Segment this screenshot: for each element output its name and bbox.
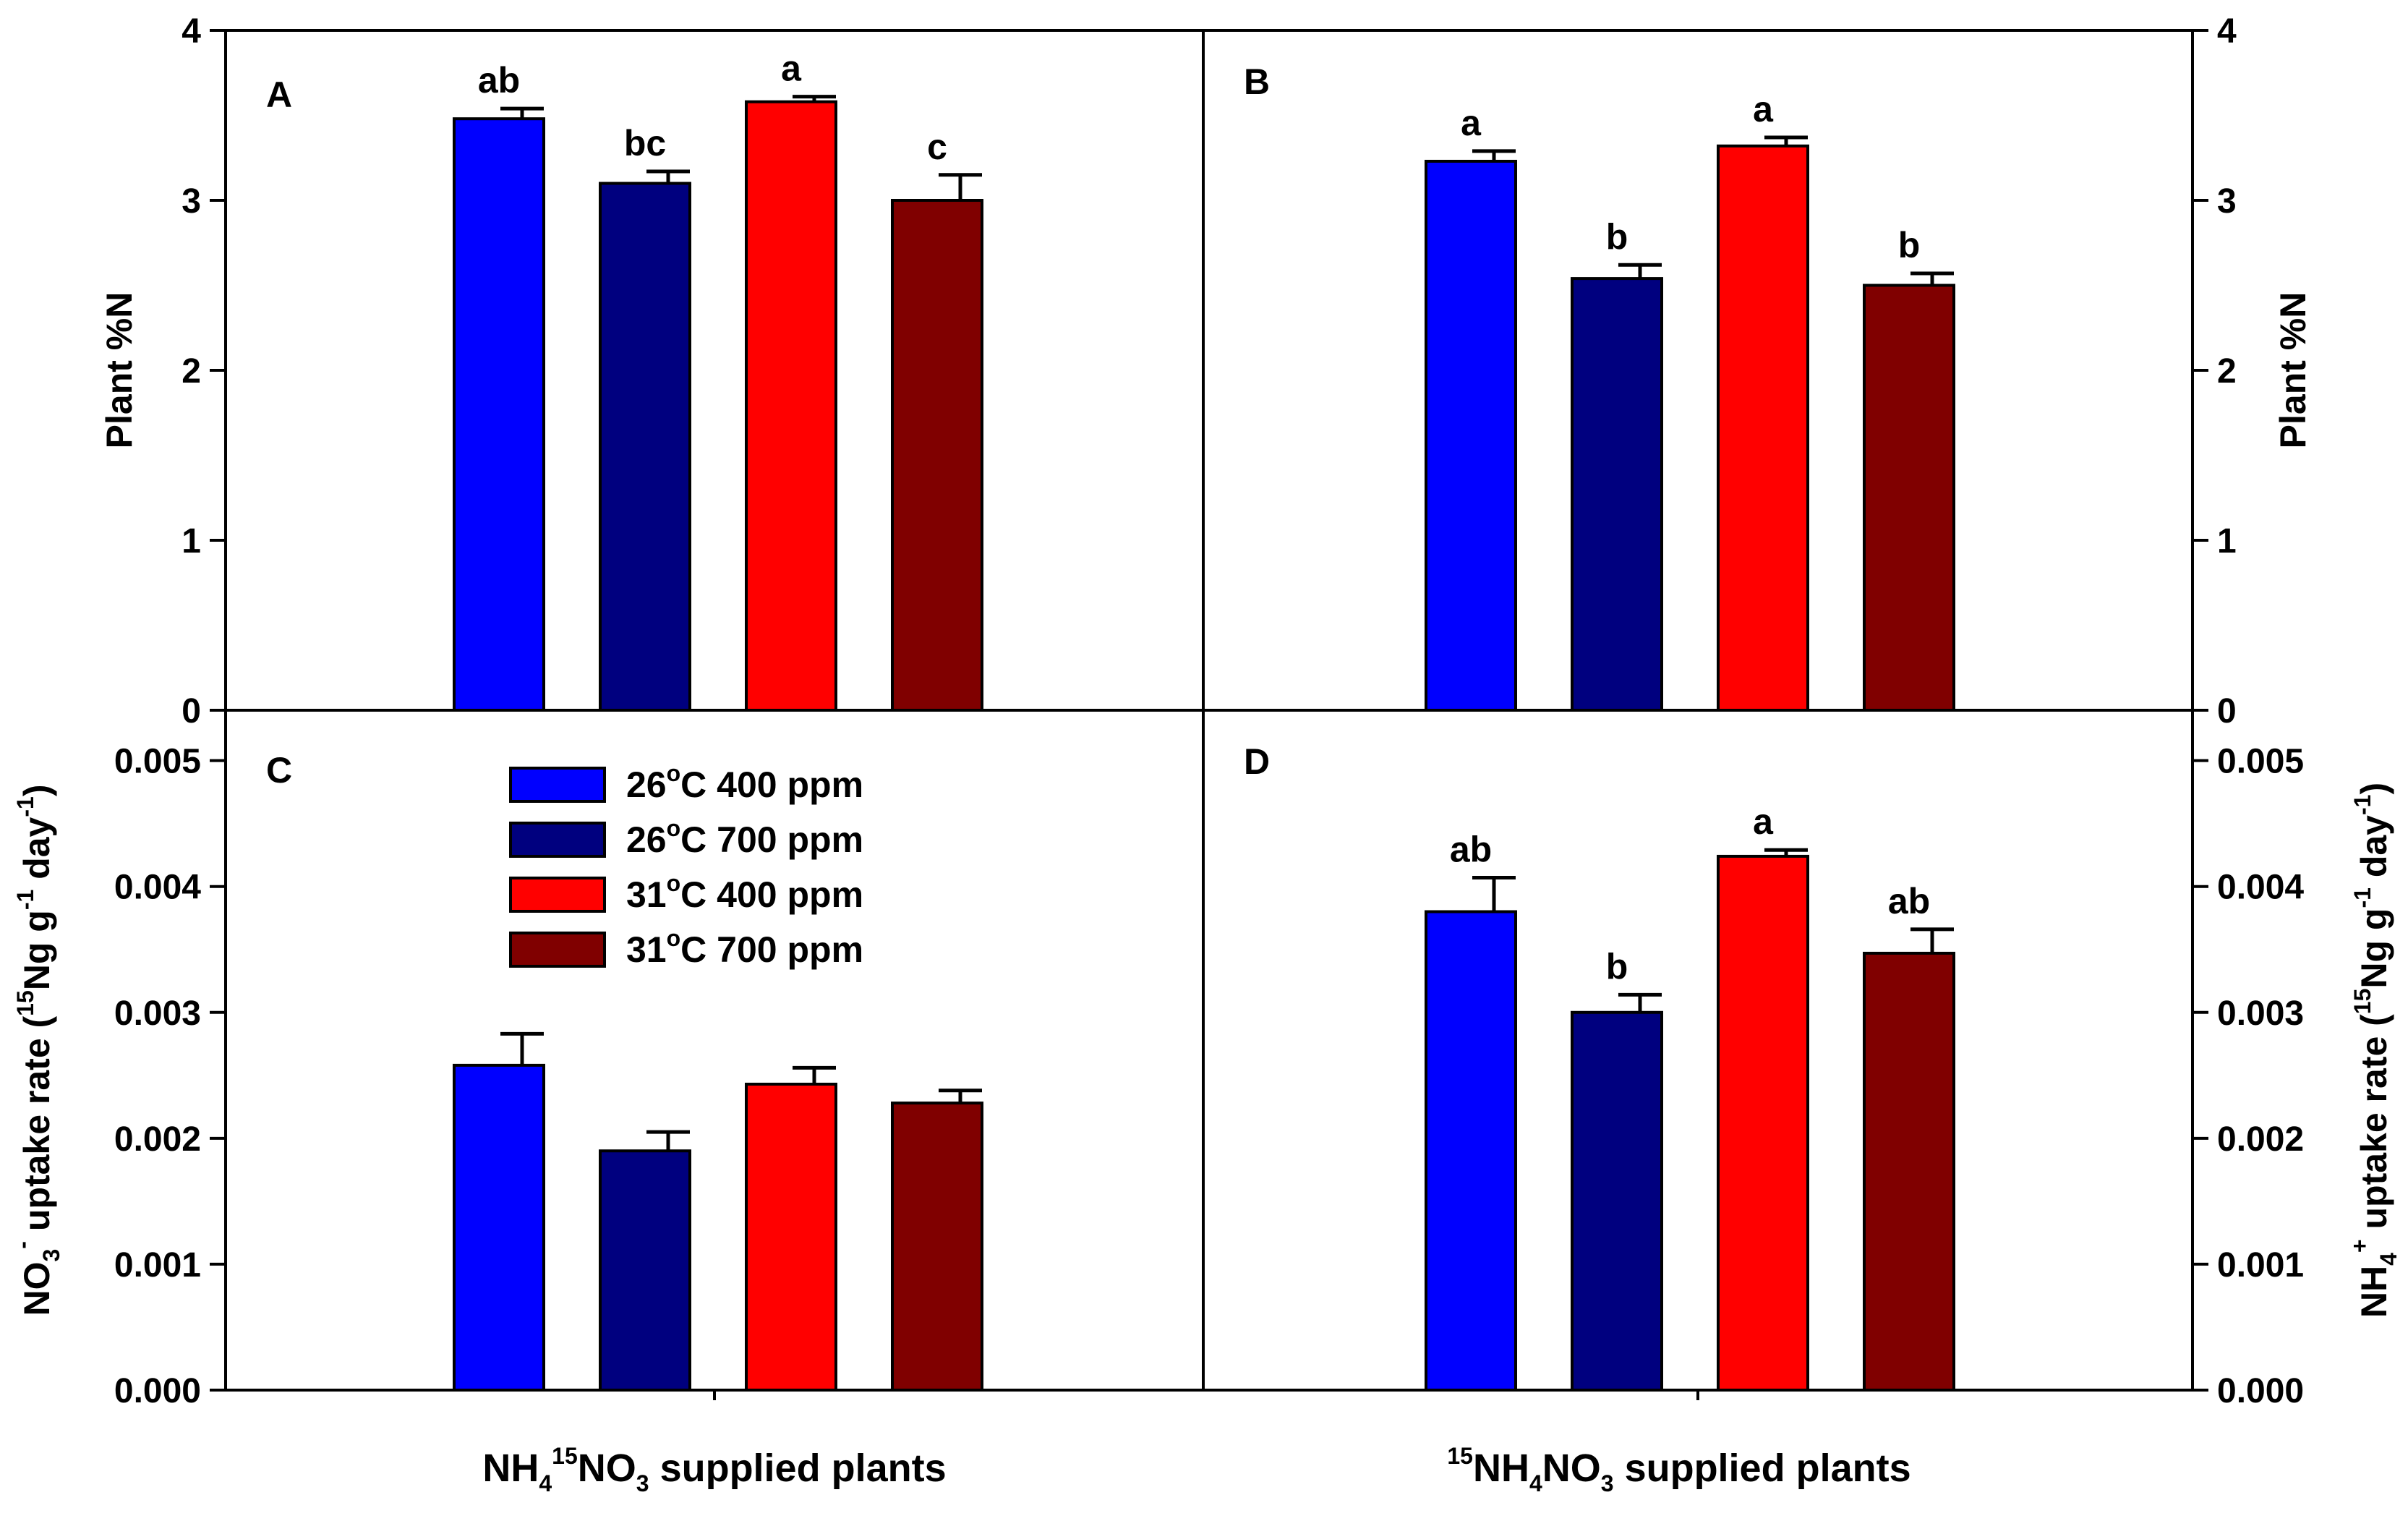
legend-swatch bbox=[509, 767, 606, 803]
ylabel-panel-c: NO3- uptake rate (15Ng g-1 day-1) bbox=[9, 785, 64, 1316]
ytick-label: 0.005 bbox=[2217, 743, 2304, 781]
ytick-label: 3 bbox=[182, 182, 201, 221]
bar-panel-a-1 bbox=[453, 117, 545, 712]
xlabel-right: 15NH4NO3 supplied plants bbox=[1447, 1443, 1910, 1496]
legend-swatch bbox=[509, 932, 606, 968]
ytick-label: 0.002 bbox=[114, 1120, 201, 1159]
ytick-label: 0.003 bbox=[114, 994, 201, 1033]
ytick-label: 0.001 bbox=[114, 1246, 201, 1284]
bar-panel-c-2 bbox=[599, 1149, 691, 1392]
bar-panel-c-3 bbox=[745, 1083, 837, 1392]
ytick-label: 3 bbox=[2217, 182, 2237, 221]
axis-ticks: 0 1 2 3 4 0 1 2 3 4 0.000 0.001 0.002 0.003 0.004 0.005… bbox=[114, 12, 2305, 1410]
ytick-label: 0.004 bbox=[2217, 869, 2304, 907]
panel-letter-d: D bbox=[1244, 741, 1270, 782]
significance-label: ab bbox=[478, 60, 520, 101]
ylabel-panel-b: Plant %N bbox=[2273, 292, 2313, 449]
ytick-label: 0.005 bbox=[114, 743, 201, 781]
ytick-label: 0.003 bbox=[2217, 994, 2304, 1033]
bar-panel-b-1 bbox=[1425, 159, 1517, 712]
ytick-label: 1 bbox=[2217, 522, 2237, 561]
bar-panel-c-4 bbox=[891, 1102, 983, 1392]
xlabel-left: NH415NO3 supplied plants bbox=[482, 1443, 946, 1496]
ylabel-panel-d: NH4+ uptake rate (15Ng g-1 day-1) bbox=[2347, 783, 2401, 1318]
bar-panel-b-2 bbox=[1571, 277, 1663, 712]
ytick-label: 0.000 bbox=[114, 1372, 201, 1410]
significance-label: b bbox=[1606, 946, 1628, 987]
significance-label: ab bbox=[1450, 830, 1492, 870]
ytick-label: 1 bbox=[182, 522, 201, 561]
bar-panel-d-4 bbox=[1863, 951, 1955, 1392]
ytick-label: 0.001 bbox=[2217, 1246, 2304, 1284]
ytick-label: 0 bbox=[182, 692, 201, 730]
legend: 26oC 400 ppm 26oC 700 ppm 31oC 400 ppm 31oC… bbox=[509, 760, 863, 970]
panel-letter-b: B bbox=[1244, 61, 1270, 102]
bar-panel-b-3 bbox=[1717, 144, 1809, 712]
legend-label: 26oC 700 ppm bbox=[626, 815, 863, 860]
significance-label: a bbox=[1753, 89, 1774, 129]
ylabel-panel-a: Plant %N bbox=[99, 292, 140, 449]
bar-panel-a-3 bbox=[745, 100, 837, 712]
significance-label: c bbox=[927, 127, 947, 167]
panel-letter-a: A bbox=[266, 74, 292, 115]
legend-label: 31oC 400 ppm bbox=[626, 870, 863, 915]
significance-label: a bbox=[781, 48, 802, 89]
bar-panel-a-4 bbox=[891, 199, 983, 712]
ytick-label: 2 bbox=[182, 352, 201, 391]
significance-label: a bbox=[1753, 801, 1774, 842]
ytick-label: 2 bbox=[2217, 352, 2237, 391]
bar-panel-d-2 bbox=[1571, 1010, 1663, 1392]
bar-panel-b-4 bbox=[1863, 284, 1955, 712]
legend-swatch bbox=[509, 822, 606, 858]
bar-panel-d-3 bbox=[1717, 854, 1809, 1392]
ytick-label: 4 bbox=[182, 12, 201, 51]
legend-label: 26oC 400 ppm bbox=[626, 760, 863, 805]
significance-label: b bbox=[1898, 225, 1921, 265]
ytick-label: 0.004 bbox=[114, 869, 201, 907]
significance-label: b bbox=[1606, 216, 1628, 257]
significance-label: a bbox=[1461, 103, 1482, 143]
ytick-label: 4 bbox=[2217, 12, 2237, 51]
bar-panel-c-1 bbox=[453, 1063, 545, 1392]
bar-panel-d-1 bbox=[1425, 910, 1517, 1392]
panel-letter-c: C bbox=[266, 750, 292, 791]
ytick-label: 0 bbox=[2217, 692, 2237, 730]
significance-label: ab bbox=[1888, 881, 1930, 921]
ytick-label: 0.000 bbox=[2217, 1372, 2304, 1410]
bar-panel-a-2 bbox=[599, 182, 691, 712]
legend-swatch bbox=[509, 877, 606, 913]
legend-label: 31oC 700 ppm bbox=[626, 925, 863, 970]
ytick-label: 0.002 bbox=[2217, 1120, 2304, 1159]
significance-label: bc bbox=[624, 123, 666, 163]
